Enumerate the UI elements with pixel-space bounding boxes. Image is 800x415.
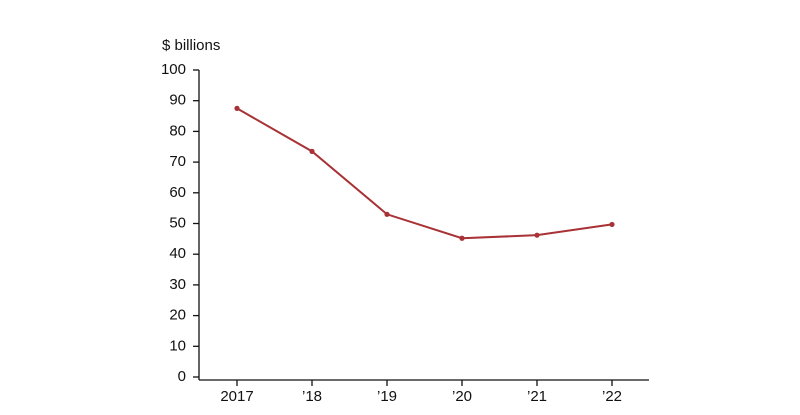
series-line: [236, 107, 613, 240]
point: [309, 148, 315, 154]
y-tick-label: 50: [169, 214, 186, 231]
y-tick-label: 40: [169, 245, 186, 262]
y-tick-label: 80: [169, 122, 186, 139]
x-tick-label: 2017: [220, 388, 253, 405]
y-tick-label: 10: [169, 337, 186, 354]
point: [234, 105, 240, 111]
point: [609, 221, 615, 228]
x-tick-label: ’19: [377, 388, 397, 405]
point: [534, 232, 540, 238]
point: [459, 235, 465, 241]
x-tick-label: ’18: [302, 388, 322, 405]
x-tick-label: ’22: [602, 388, 622, 405]
y-tick-label: 70: [169, 153, 186, 170]
y-tick-label: 30: [169, 276, 186, 293]
y-tick-label: 0: [178, 368, 186, 385]
y-tick-label: 60: [169, 184, 186, 201]
y-tick-label: 90: [169, 92, 186, 109]
point: [384, 211, 390, 217]
y-axis-label: $ billions: [162, 37, 220, 54]
x-tick-label: ’21: [527, 388, 547, 405]
y-tick-label: 20: [169, 307, 186, 324]
x-tick-label: ’20: [452, 388, 472, 405]
y-tick-label: 100: [161, 61, 186, 78]
